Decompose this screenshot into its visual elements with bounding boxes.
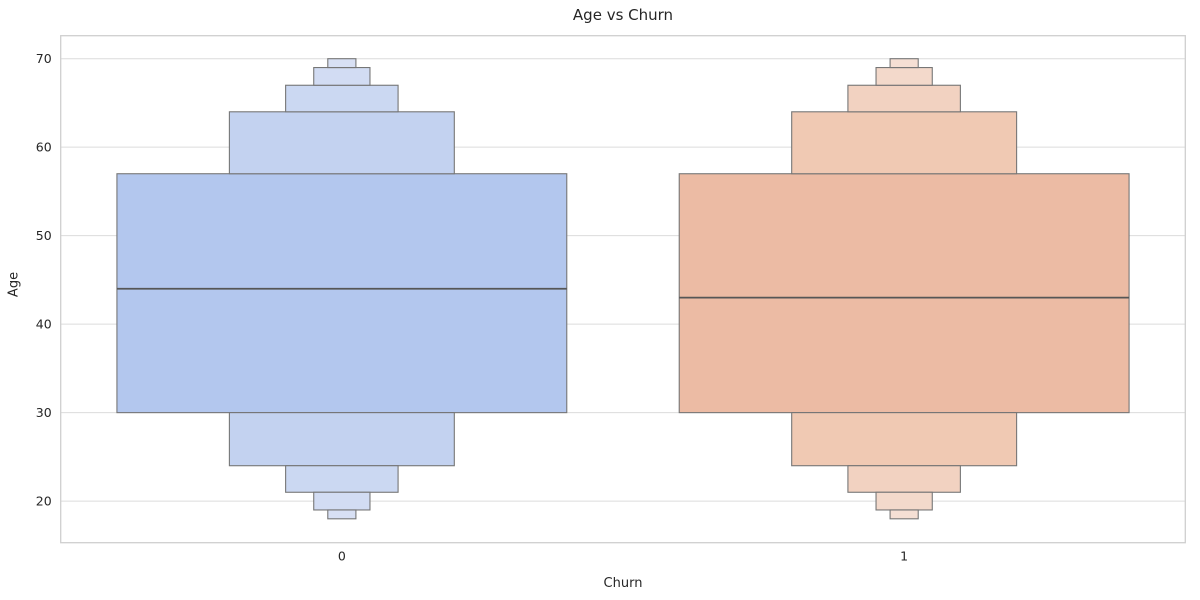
boxen-box xyxy=(313,67,371,86)
y-tick-label: 60 xyxy=(36,140,52,155)
chart-title: Age vs Churn xyxy=(572,6,674,24)
boxen-box xyxy=(327,58,357,69)
boxen-box xyxy=(847,465,961,493)
boxen-box xyxy=(875,67,933,86)
boxen-box xyxy=(228,412,455,467)
y-tick-label: 20 xyxy=(36,494,52,509)
boxen-box xyxy=(791,111,1018,175)
y-tick-label: 30 xyxy=(36,405,52,420)
boxen-box xyxy=(116,173,568,414)
boxen-box xyxy=(847,84,961,113)
x-tick-label: 1 xyxy=(900,549,908,564)
boxen-box xyxy=(889,509,919,520)
y-tick-label: 50 xyxy=(36,228,52,243)
y-tick-label: 70 xyxy=(36,51,52,66)
boxen-box xyxy=(228,111,455,175)
boxen-box xyxy=(678,173,1130,414)
x-axis-label: Churn xyxy=(603,576,643,591)
boxen-box xyxy=(875,491,933,511)
axes-frame xyxy=(60,35,1186,544)
boxen-box xyxy=(889,58,919,69)
boxen-box xyxy=(285,465,399,493)
x-tick-label: 0 xyxy=(338,549,346,564)
boxen-box xyxy=(791,412,1018,467)
boxen-box xyxy=(313,491,371,511)
boxen-box xyxy=(327,509,357,520)
y-tick-label: 40 xyxy=(36,317,52,332)
boxen-box xyxy=(285,84,399,113)
